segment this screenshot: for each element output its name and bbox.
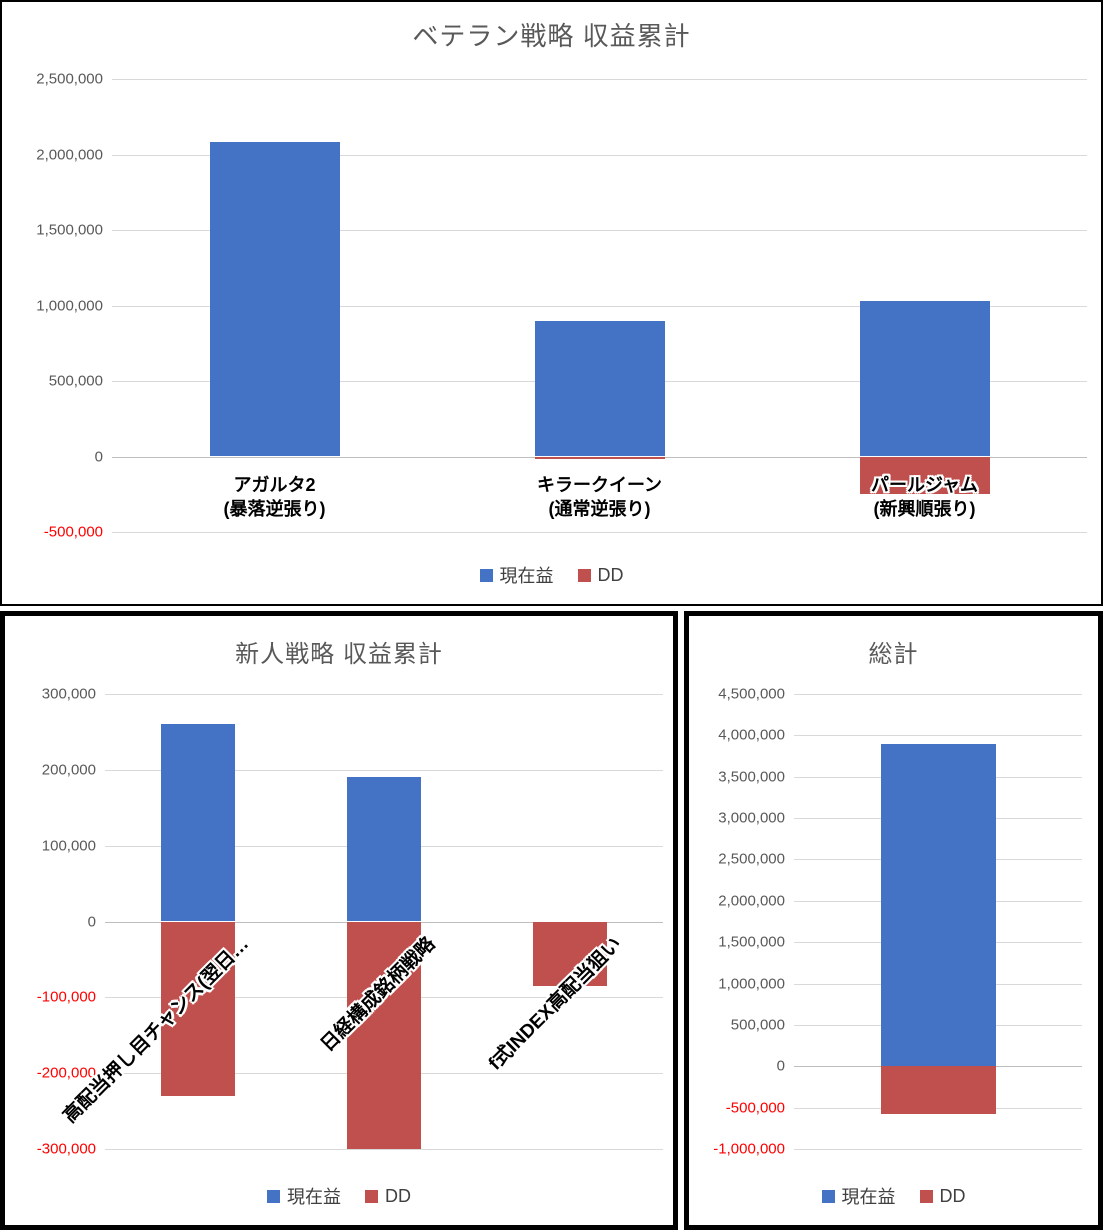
gridline [112, 154, 1087, 156]
y-axis-label: -300,000 [36, 1140, 96, 1158]
plot-area: -500,000 0 500,000 1,000,000 1,500,000 2,000,… [36, 71, 1087, 541]
legend-item-current-profit: 現在益 [479, 562, 554, 588]
legend-swatch-dd [577, 568, 591, 582]
y-axis-label: -100,000 [36, 988, 96, 1006]
y-axis-label: -500,000 [725, 1099, 785, 1117]
y-axis-label: 2,000,000 [36, 146, 103, 163]
bar-current-profit [347, 777, 421, 922]
gridline [112, 79, 1087, 80]
y-axis-label: 4,500,000 [718, 685, 785, 703]
gridline [112, 532, 1087, 533]
chart-title: 総計 [868, 641, 919, 668]
bar-dd [347, 921, 421, 1149]
chart-rookie-strategy: 新人戦略 収益累計 -300,000 -200,000 -100,000 0 100,0… [0, 611, 678, 1230]
bar-dd [534, 456, 665, 459]
y-axis-label: 2,500,000 [36, 70, 103, 88]
gridline [112, 305, 1087, 307]
y-axis-label: 200,000 [41, 761, 96, 779]
y-axis-label: -1,000,000 [713, 1140, 785, 1158]
plot-area: -1,000,000 -500,000 0 500,000 1,000,000 1,500… [713, 686, 1082, 1158]
gridline [105, 1149, 663, 1150]
legend-label-dd: DD [385, 1185, 411, 1206]
category-label: キラークイーン (通常逆張り) [536, 474, 663, 519]
y-axis-label: 0 [87, 913, 96, 930]
y-axis-label: 100,000 [41, 837, 96, 855]
chart-title: ベテラン戦略 収益累計 [412, 21, 691, 51]
legend-swatch-current-profit [267, 1189, 280, 1203]
legend: 現在益 DD [5, 1183, 673, 1209]
gridline [794, 735, 1082, 737]
legend-swatch-dd [365, 1189, 378, 1203]
y-axis-label: -500,000 [43, 523, 103, 541]
y-axis-label: 1,000,000 [36, 297, 103, 314]
bar-dd [859, 456, 990, 495]
legend: 現在益 DD [689, 1183, 1098, 1209]
bar-dd [161, 921, 235, 1096]
bar-current-profit [209, 142, 340, 457]
gridline [794, 694, 1082, 695]
gridline [105, 694, 663, 695]
legend-label-dd: DD [597, 564, 624, 585]
y-axis-label: -200,000 [36, 1064, 96, 1082]
chart-grand-total: 総計 -1,000,000 -500,000 0 500,000 1,000,000 1,… [684, 611, 1103, 1230]
y-axis-label: 300,000 [41, 685, 96, 703]
legend-swatch-current-profit [479, 568, 493, 582]
gridline [794, 1149, 1082, 1150]
y-axis-label: 3,500,000 [718, 768, 785, 786]
category-label: アガルタ2 (暴落逆張り) [223, 474, 326, 519]
legend-item-dd: DD [365, 1186, 411, 1207]
category-label: パールジャム (新興順張り) [870, 474, 979, 519]
bar-dd [533, 921, 607, 986]
y-axis-label: 500,000 [48, 372, 103, 390]
plot-area: -300,000 -200,000 -100,000 0 100,000 200,000 3… [37, 686, 663, 1158]
legend-item-dd: DD [577, 564, 624, 586]
gridline [105, 769, 663, 771]
legend-item-dd: DD [919, 1185, 966, 1207]
y-axis-label: 3,000,000 [718, 809, 785, 827]
y-axis-label: 0 [94, 448, 103, 465]
y-axis-label: 2,000,000 [718, 892, 785, 910]
legend-item-current-profit: 現在益 [821, 1183, 896, 1209]
legend-swatch-current-profit [821, 1189, 835, 1203]
bar-current-profit [534, 320, 665, 457]
chart-veteran-strategy: ベテラン戦略 収益累計 -500,000 0 500,000 1,000,000 1,5… [0, 0, 1103, 606]
y-axis-label: 1,500,000 [718, 933, 785, 951]
y-axis-label: 4,000,000 [718, 726, 785, 744]
y-axis-label: 1,000,000 [718, 975, 785, 993]
legend-swatch-dd [919, 1189, 933, 1203]
legend-label-current-profit: 現在益 [841, 1187, 896, 1207]
legend-label-current-profit: 現在益 [287, 1187, 341, 1207]
y-axis-label: 0 [776, 1057, 785, 1075]
legend-label-dd: DD [939, 1185, 966, 1206]
y-axis-label: 2,500,000 [718, 850, 785, 868]
y-axis-label: 500,000 [730, 1016, 785, 1034]
chart-title: 新人戦略 収益累計 [235, 641, 443, 668]
legend-label-current-profit: 現在益 [499, 566, 554, 586]
gridline [112, 230, 1087, 231]
bar-dd [880, 1066, 996, 1115]
y-axis-label: 1,500,000 [36, 221, 103, 239]
bar-current-profit [880, 744, 996, 1067]
bar-current-profit [161, 724, 235, 922]
legend-item-current-profit: 現在益 [267, 1183, 341, 1209]
legend: 現在益 DD [2, 562, 1101, 588]
bar-current-profit [859, 300, 990, 457]
